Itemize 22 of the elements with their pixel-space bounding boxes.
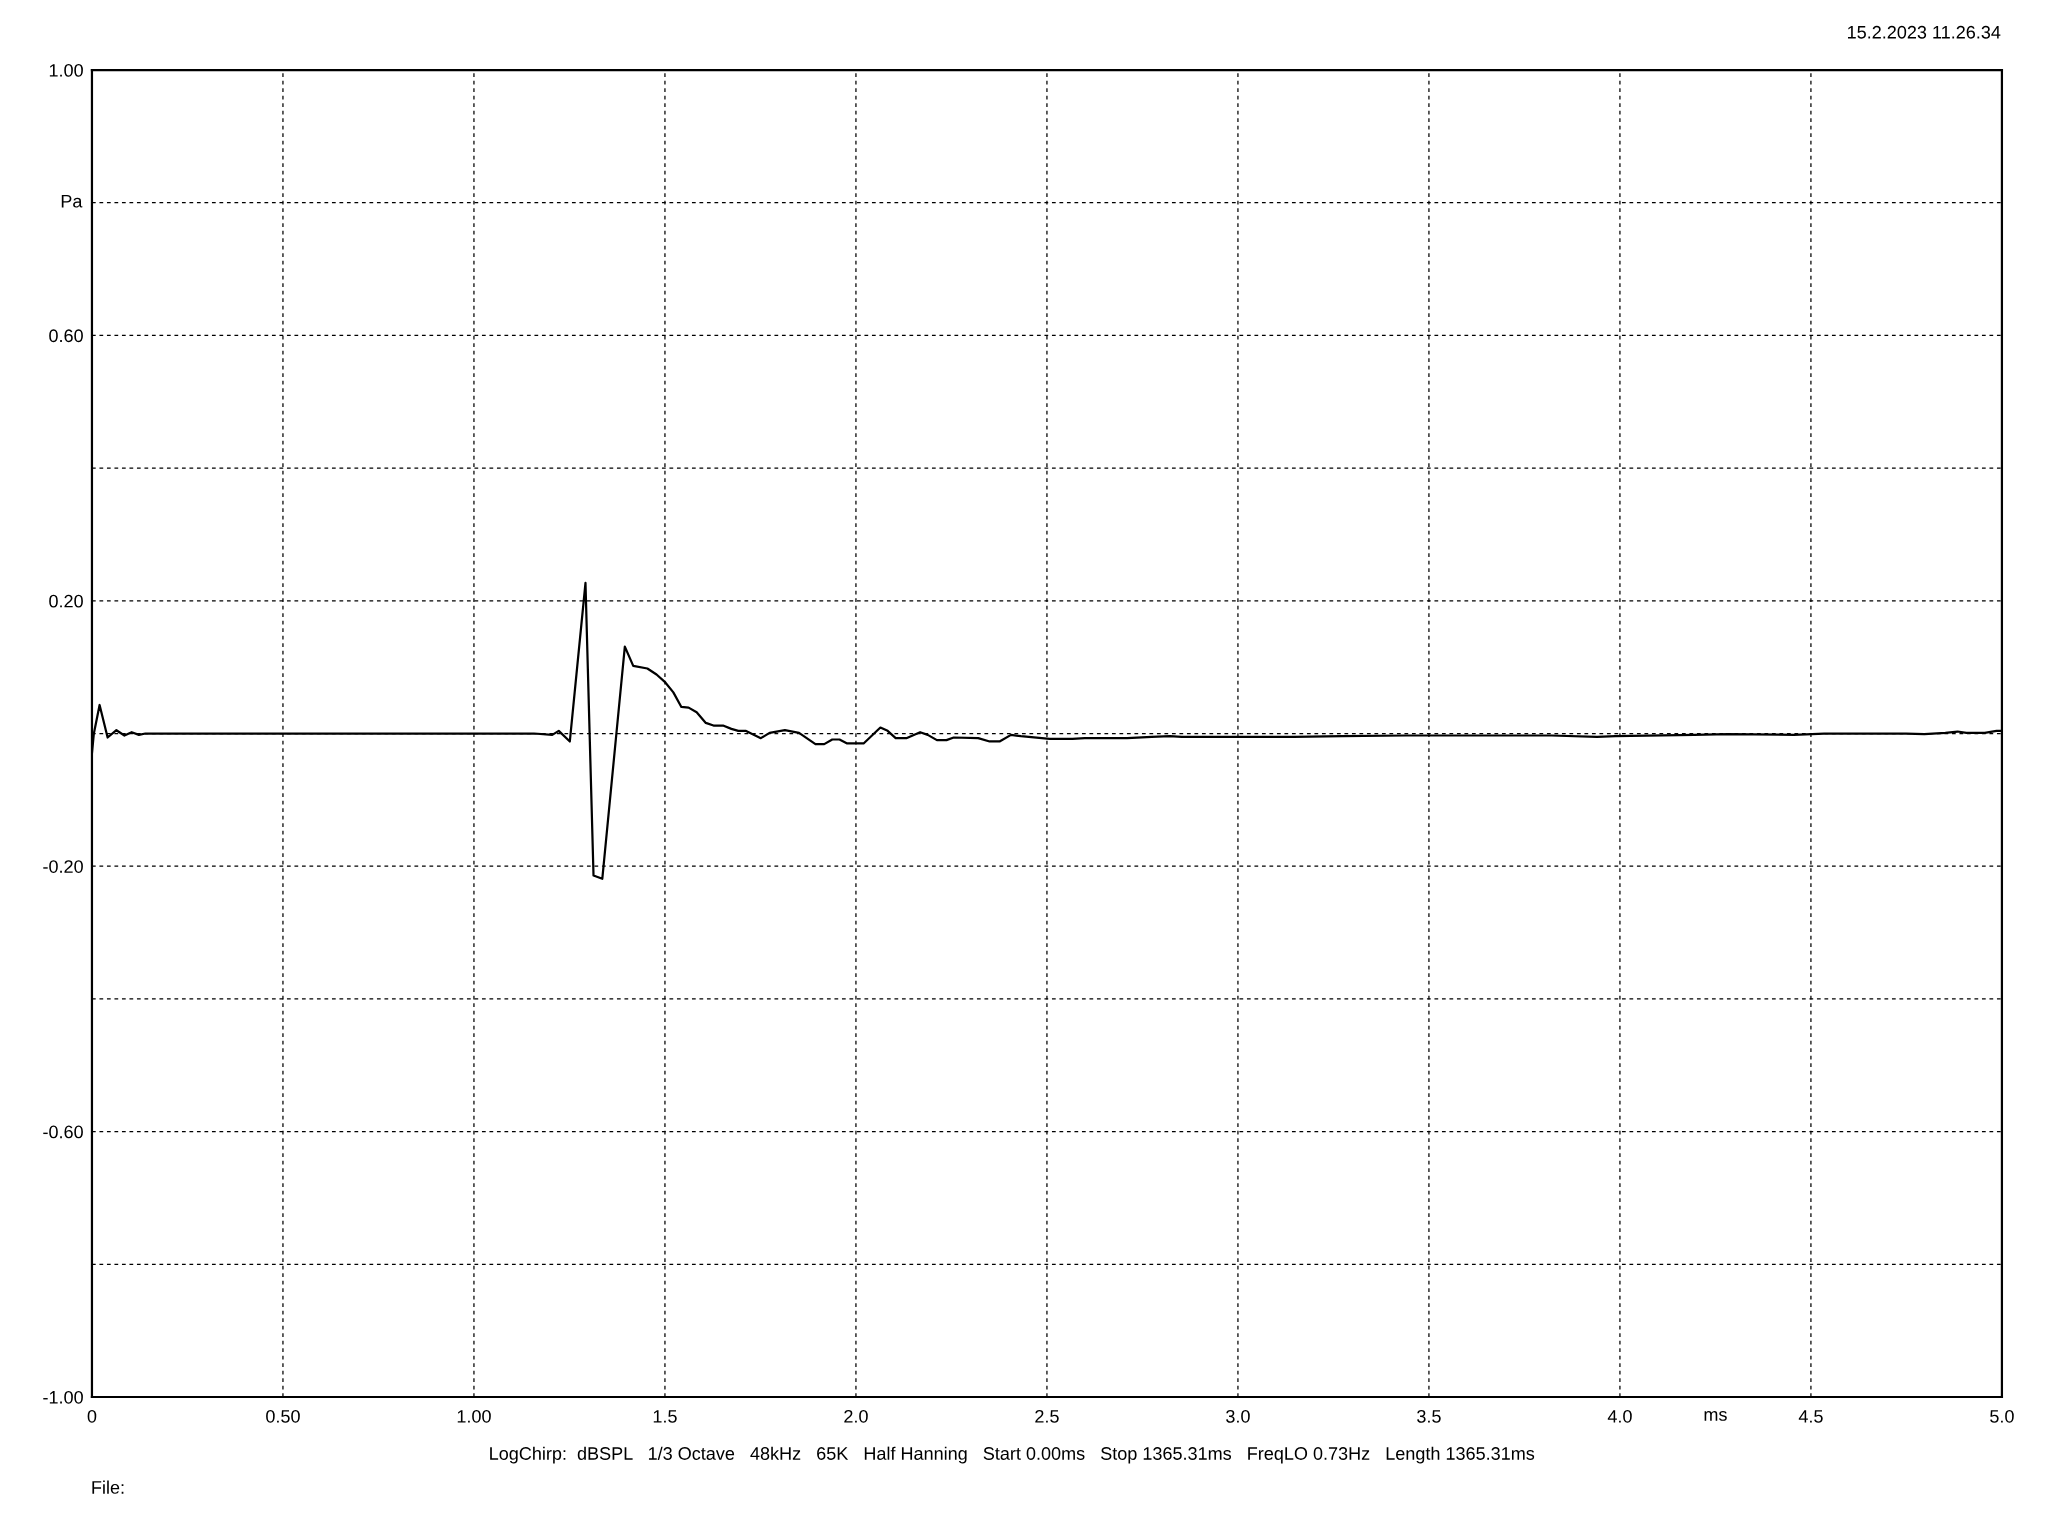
x-tick-label: 0 [87, 1409, 97, 1423]
text: LogChirp: dBSPL 1/3 Octave 48kHz 65K Half Hanning Start 0.00ms Stop 1365.31ms FreqLO 0.73Hz Length 1365.31ms [490, 1446, 1535, 1464]
x-tick-label: 1.5 [653, 1410, 677, 1423]
text: File: [92, 1480, 124, 1494]
x-tick-label: 4.0 [1607, 1409, 1632, 1423]
x-tick-label: 2.5 [1035, 1409, 1059, 1423]
x-tick-label: 3.5 [1417, 1409, 1441, 1423]
x-tick-label: 3.0 [1226, 1409, 1250, 1423]
x-tick-label: 0.50 [266, 1409, 300, 1423]
y-tick-label: 1.00 [49, 63, 83, 77]
y-tick-label: -1.00 [43, 1390, 83, 1404]
x-tick-label: 5.0 [1990, 1409, 2014, 1423]
text: 15.2.2023 11.26.34 [1848, 25, 2001, 39]
x-tick-label: 2.0 [844, 1409, 868, 1423]
y-axis-title: Pa [61, 194, 83, 208]
x-tick-label: 4.5 [1798, 1410, 1823, 1423]
y-tick-label: 0.60 [49, 329, 83, 343]
y-tick-label: 0.20 [49, 594, 83, 608]
y-tick-label: -0.20 [43, 860, 83, 873]
x-axis-title: ms [1704, 1410, 1727, 1421]
y-tick-label: -0.60 [43, 1125, 83, 1139]
x-tick-label: 1.00 [457, 1409, 491, 1423]
